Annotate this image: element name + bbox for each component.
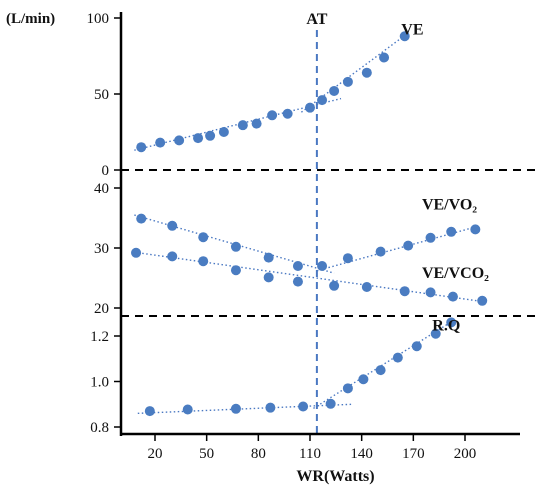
point-r-q [358,374,369,385]
point-ve-vo [342,253,353,264]
point-ve-vco [447,291,458,302]
point-ve [205,130,216,141]
point-r-q [325,398,336,409]
x-tick-label: 170 [402,446,425,462]
series-label-r-q: R.Q [432,317,460,334]
fit-line-r-q [313,321,452,409]
point-ve [399,31,410,42]
point-r-q [298,401,309,412]
x-tick-label: 50 [199,446,214,462]
point-ve-vo [230,241,241,252]
y-tick-label: 1.0 [90,375,109,391]
point-ve-vo [375,246,386,257]
y-tick-label: 40 [94,181,109,197]
point-ve-vco [198,256,209,267]
x-tick-label: 200 [454,446,477,462]
point-ve-vo [446,226,457,237]
series-label-ve: VE [401,22,423,39]
x-tick-label: 20 [148,446,163,462]
point-ve-vco [425,287,436,298]
point-ve-vo [317,261,328,271]
point-ve [218,127,229,137]
point-ve-vco [477,295,488,306]
point-ve [361,67,372,78]
point-ve-vco [131,247,142,258]
point-ve-vco [263,272,274,283]
point-ve [237,120,248,131]
point-r-q [430,328,441,339]
point-ve-vo [403,240,414,251]
x-tick-label: 80 [251,446,266,462]
point-ve [136,142,147,153]
point-r-q [375,365,386,376]
axes [114,12,520,441]
x-axis-title: WR(Watts) [296,468,374,485]
x-tick-label: 110 [299,446,321,462]
point-ve-vco [230,265,241,276]
point-ve-vo [136,213,147,224]
point-ve-vo [425,232,436,243]
point-ve [267,110,278,121]
point-r-q [342,383,353,394]
y-tick-label: 1.2 [90,329,109,345]
point-ve [379,52,390,63]
point-ve-vco [167,251,178,262]
fit-line-ve-vco [134,251,486,303]
point-ve-vo [198,232,209,243]
point-r-q [265,402,276,413]
point-ve-vco [361,282,372,292]
y-tick-label: 100 [87,11,110,27]
series-label-ve-vco: VE/VCO₂ [422,265,489,282]
point-r-q [446,317,457,328]
labels: 20 50 80 110 140 170 200 WR(Watts) AT 100 50 0 (L/mi… [6,11,489,485]
point-r-q [411,341,422,352]
y-tick-label: 30 [94,241,109,257]
point-ve-vo [292,261,303,271]
point-ve [155,137,166,148]
point-r-q [144,406,155,417]
point-r-q [182,404,193,415]
y-tick-label: 0.8 [90,420,109,436]
point-ve-vco [399,286,410,297]
series-label-ve-vo: VE/VO₂ [422,197,477,214]
y-tick-label: 20 [94,301,109,317]
point-ve-vco [329,280,340,291]
point-ve [193,133,204,144]
point-ve-vco [292,276,303,287]
point-ve [317,95,328,106]
y-tick-label: 0 [102,163,110,179]
y-unit-label: (L/min) [6,11,55,27]
at-label: AT [306,11,327,28]
point-ve [174,135,185,146]
point-ve-vo [167,220,178,231]
point-ve-vo [470,224,481,235]
point-ve [282,108,293,119]
fit-line-ve [300,31,411,113]
point-ve [305,102,315,113]
point-ve-vo [263,252,274,263]
x-tick-label: 140 [350,446,373,462]
point-r-q [392,352,403,363]
fit-lines [134,31,486,415]
fit-line-r-q [137,403,354,415]
data-points [131,31,488,417]
reference-lines [121,30,540,434]
point-ve [251,118,262,129]
y-tick-label: 50 [94,87,109,103]
point-ve [329,85,340,96]
point-ve [342,76,353,87]
point-r-q [230,403,241,414]
